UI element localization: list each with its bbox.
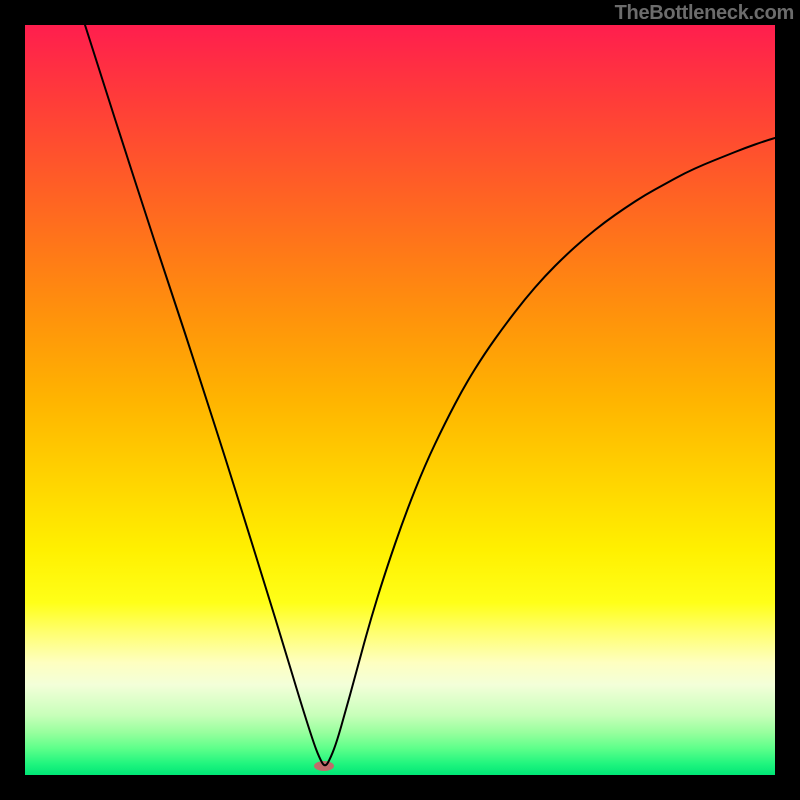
gradient-background xyxy=(25,25,775,775)
plot-svg xyxy=(25,25,775,775)
chart-frame: TheBottleneck.com xyxy=(0,0,800,800)
watermark-text: TheBottleneck.com xyxy=(615,2,794,25)
plot-area xyxy=(25,25,775,775)
